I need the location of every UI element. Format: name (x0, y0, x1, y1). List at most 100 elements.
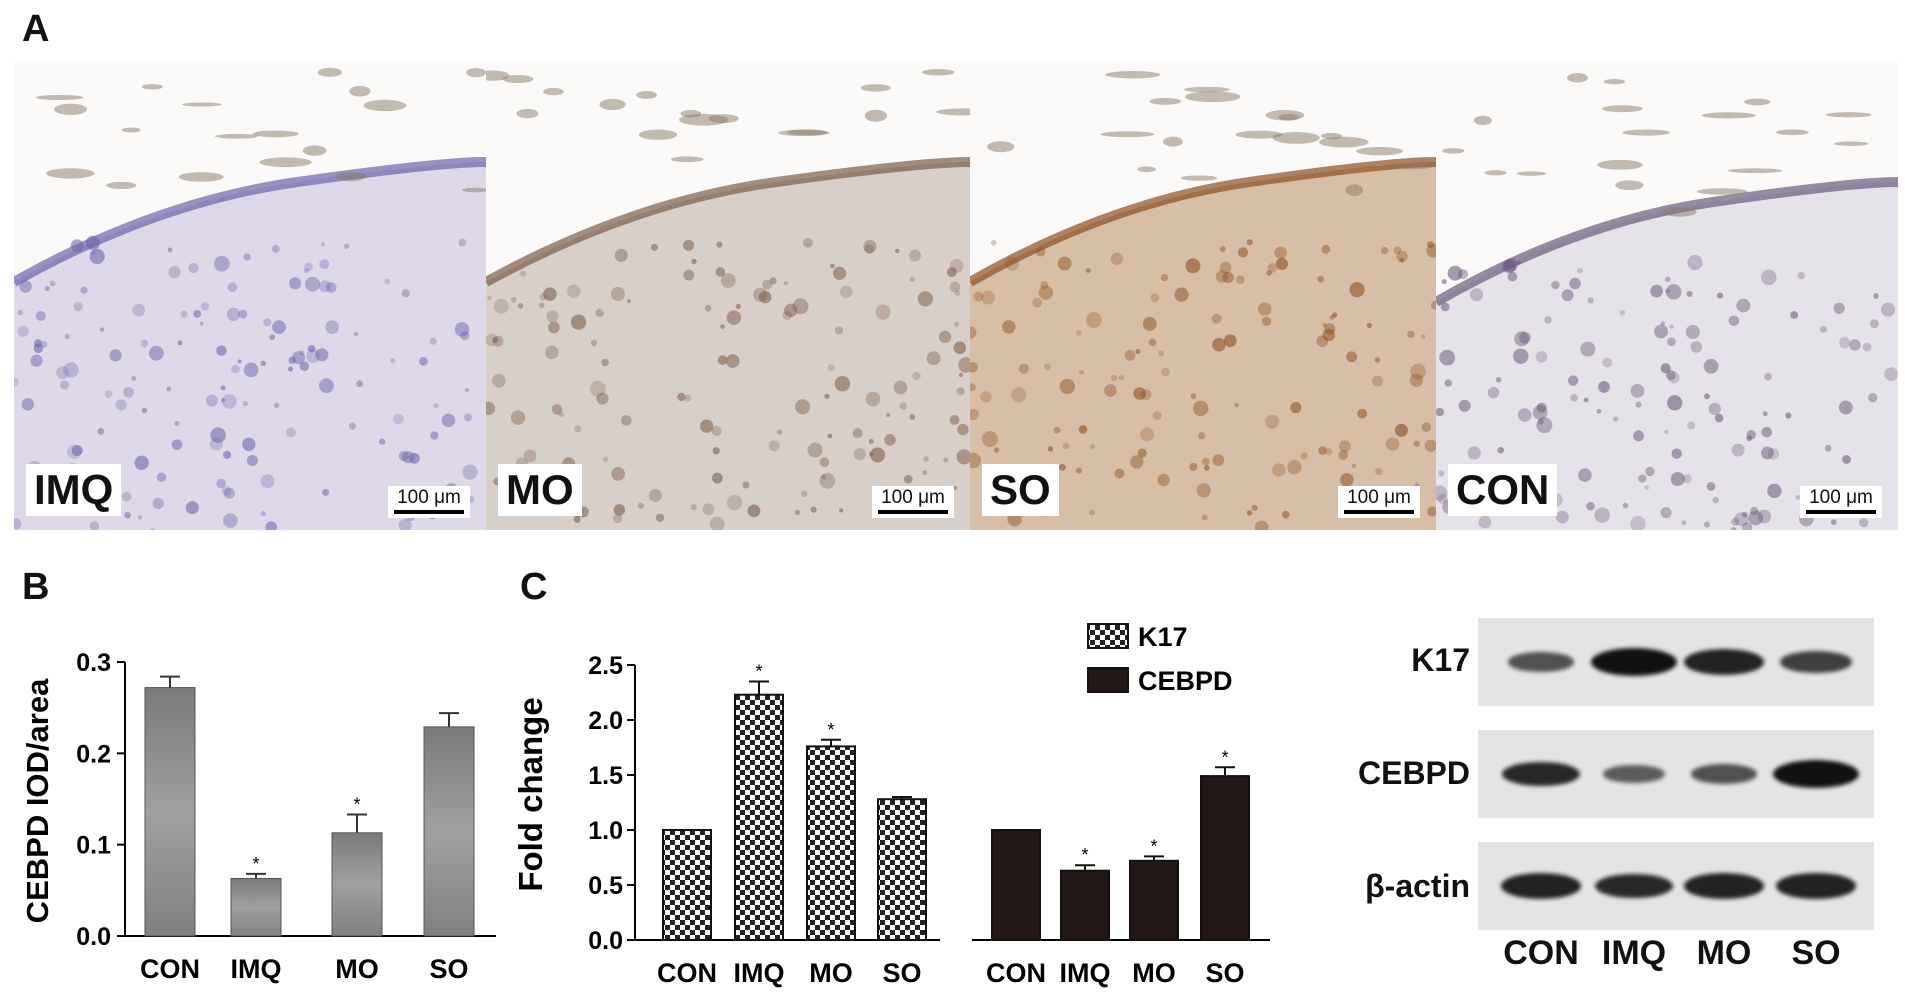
tissue-fragment (106, 181, 137, 189)
cell-nucleus (1687, 254, 1703, 271)
cell-nucleus (223, 487, 235, 499)
cell-nucleus (973, 291, 984, 302)
cell-nucleus (260, 360, 267, 367)
cell-nucleus (1396, 250, 1408, 263)
cell-nucleus (768, 440, 780, 452)
scale-bar-line (1344, 510, 1414, 514)
cell-nucleus (868, 438, 874, 445)
cell-nucleus (1467, 446, 1481, 460)
cell-nucleus (238, 309, 248, 319)
cell-nucleus (573, 516, 581, 523)
cell-nucleus (602, 456, 609, 462)
cell-nucleus (957, 423, 969, 436)
cell-nucleus (1160, 273, 1169, 282)
cell-nucleus (265, 521, 278, 530)
tissue-fragment (182, 102, 222, 107)
blot-band (1683, 873, 1765, 899)
tissue-fragment (35, 94, 84, 101)
cell-nucleus (1507, 271, 1518, 282)
cell-nucleus (318, 280, 332, 293)
cell-nucleus (922, 470, 928, 476)
cell-nucleus (1118, 375, 1125, 381)
cell-nucleus (271, 244, 280, 253)
cell-nucleus (99, 327, 105, 332)
cell-nucleus (776, 429, 783, 435)
cell-nucleus (1265, 414, 1280, 429)
cell-nucleus (596, 392, 609, 405)
cell-nucleus (104, 390, 113, 398)
cell-nucleus (613, 504, 626, 516)
tissue-fragment (121, 127, 141, 133)
x-tick-label: SO (1205, 958, 1244, 988)
cell-nucleus (325, 282, 337, 293)
cell-nucleus (1374, 357, 1381, 363)
cell-nucleus (1281, 510, 1290, 519)
cell-nucleus (690, 504, 697, 511)
cell-nucleus (981, 431, 998, 447)
cell-nucleus (188, 262, 199, 274)
cell-nucleus (956, 386, 965, 396)
cell-nucleus (1761, 269, 1777, 286)
cell-nucleus (1057, 256, 1072, 271)
cell-nucleus (398, 518, 412, 530)
cell-nucleus (1580, 341, 1596, 357)
cell-nucleus (943, 457, 949, 463)
cell-nucleus (123, 386, 134, 398)
cell-nucleus (1196, 483, 1211, 498)
cell-nucleus (231, 364, 240, 374)
cell-nucleus (1317, 275, 1324, 283)
x-tick-label: SO (882, 958, 921, 988)
cell-nucleus (1612, 416, 1619, 422)
cell-nucleus (1130, 455, 1144, 469)
cell-nucleus (1602, 357, 1613, 368)
cell-nucleus (614, 248, 628, 262)
blot-band (1500, 873, 1582, 899)
cell-nucleus (1110, 374, 1118, 382)
x-tick-label: IMQ (734, 958, 785, 988)
x-tick-label: MO (335, 954, 379, 984)
cell-nucleus (1290, 402, 1302, 414)
blot-strip (1478, 730, 1874, 818)
cell-nucleus (433, 403, 439, 409)
cell-nucleus (1630, 383, 1645, 398)
cell-nucleus (1644, 485, 1649, 491)
cell-nucleus (819, 473, 836, 489)
cell-nucleus (14, 518, 22, 530)
cell-nucleus (742, 481, 750, 489)
tissue-fragment (141, 84, 163, 90)
scale-bar-line (878, 510, 948, 514)
cell-nucleus (1038, 285, 1054, 300)
cell-nucleus (868, 451, 874, 457)
cell-nucleus (875, 304, 891, 320)
bar-cebpd (1129, 859, 1179, 941)
cell-nucleus (1237, 247, 1249, 258)
cell-nucleus (1630, 515, 1646, 530)
cell-nucleus (993, 447, 1000, 453)
cell-nucleus (1322, 328, 1335, 342)
cell-nucleus (1538, 418, 1544, 425)
tissue-fragment (636, 90, 657, 99)
bar (144, 687, 196, 937)
cell-nucleus (1517, 408, 1532, 422)
cell-nucleus (209, 437, 223, 451)
cell-nucleus (1497, 446, 1504, 454)
cell-nucleus (1728, 315, 1740, 327)
cell-nucleus (1076, 330, 1082, 336)
blot-band (1775, 873, 1857, 899)
y-tick-label: 0.1 (76, 832, 111, 860)
blot-band (1602, 765, 1666, 783)
cell-nucleus (980, 391, 992, 403)
cell-nucleus (1849, 339, 1861, 351)
blot-band (1507, 652, 1575, 672)
cell-nucleus (348, 422, 357, 430)
cell-nucleus (193, 310, 202, 318)
cell-nucleus (1275, 257, 1288, 270)
cell-nucleus (1731, 443, 1745, 457)
cell-nucleus (486, 401, 496, 415)
blot-band (1683, 649, 1765, 675)
cell-nucleus (949, 414, 960, 425)
cell-nucleus (700, 419, 714, 433)
cell-nucleus (620, 415, 632, 426)
tissue-fragment (1825, 112, 1872, 118)
cell-nucleus (1638, 474, 1647, 483)
